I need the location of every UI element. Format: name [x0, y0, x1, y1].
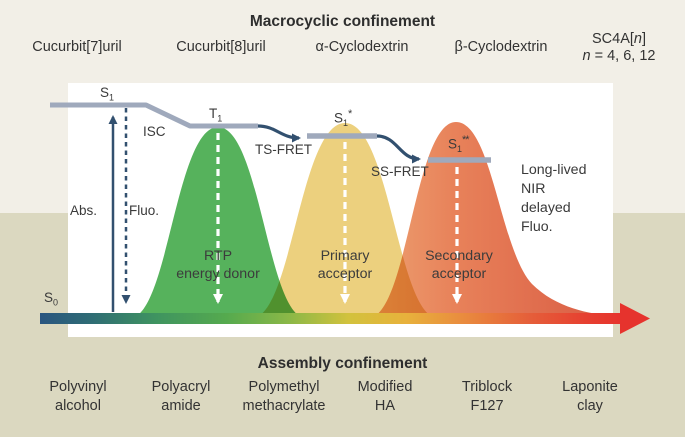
s1-double-star-level-label: S1** [448, 134, 470, 155]
sc4a-line1: SC4A[n] [591, 31, 647, 47]
t1-level-label: T1 [209, 106, 223, 124]
fluorescence-label: Fluo. [129, 203, 160, 218]
ss-fret-arrow [376, 134, 421, 164]
macrocyclic-item-beta-cyclodextrin: β-Cyclodextrin [454, 39, 548, 55]
macrocyclic-title: Macrocyclic confinement [249, 13, 436, 30]
sc4a-line2: n = 4, 6, 12 [582, 48, 656, 64]
secondary-acceptor-peak [368, 122, 613, 318]
assembly-item-polymethyl-methacrylate: Polymethyl methacrylate [242, 379, 326, 414]
wavelength-gradient-bar [40, 313, 622, 324]
isc-label: ISC [143, 124, 166, 139]
rtp-donor-label: RTP energy donor [176, 248, 260, 282]
wavelength-arrowhead [620, 303, 650, 334]
absorption-label: Abs. [70, 203, 98, 218]
macrocyclic-item-cucurbit8: Cucurbit[8]uril [176, 39, 266, 55]
assembly-item-modified-ha: Modified HA [357, 379, 413, 414]
s1-level-label: S1 [100, 85, 115, 103]
ts-fret-label: TS-FRET [255, 142, 312, 157]
assembly-item-polyacrylamide: Polyacryl amide [151, 379, 211, 414]
assembly-title: Assembly confinement [257, 355, 428, 372]
assembly-item-polyvinyl-alcohol: Polyvinyl alcohol [49, 379, 107, 414]
macrocyclic-item-cucurbit7: Cucurbit[7]uril [32, 39, 122, 55]
ts-fret-arrow [257, 124, 301, 143]
macrocyclic-item-alpha-cyclodextrin: α-Cyclodextrin [315, 39, 409, 55]
secondary-acceptor-label: Secondary acceptor [425, 248, 493, 282]
s1-star-level-label: S1* [334, 108, 352, 129]
primary-acceptor-label: Primary acceptor [317, 248, 373, 282]
s1-t1-level-bar [50, 102, 258, 129]
s0-level-label: S0 [44, 290, 59, 308]
assembly-item-laponite-clay: Laponite clay [562, 379, 618, 414]
nir-note: Long-lived NIR delayed Fluo. [521, 162, 587, 235]
macrocyclic-item-sc4a: SC4A[n] n = 4, 6, 12 [558, 31, 680, 65]
ss-fret-label: SS-FRET [371, 164, 429, 179]
assembly-item-triblock-f127: Triblock F127 [461, 379, 513, 414]
